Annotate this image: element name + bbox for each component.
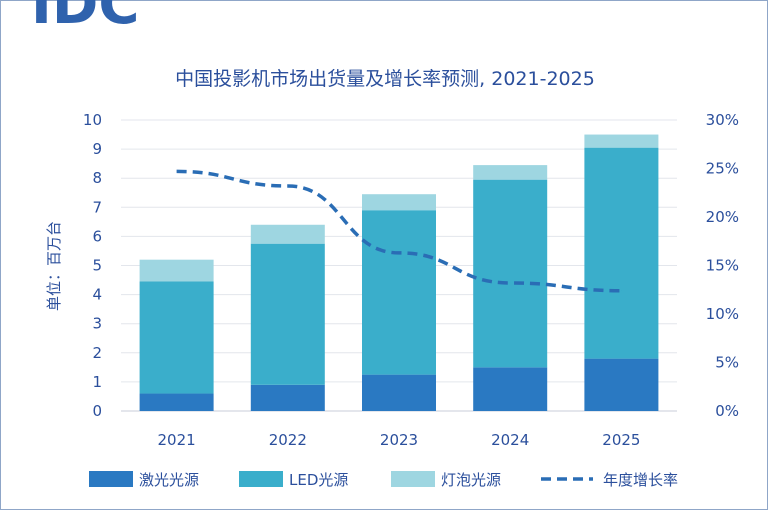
growth-line: [176, 169, 622, 293]
bar-segment-2: [250, 243, 325, 385]
right-tick-label: 0%: [715, 402, 739, 420]
bar-segment-3: [139, 259, 214, 282]
legend-swatch-1: [89, 471, 133, 487]
right-tick-label: 5%: [715, 354, 739, 372]
left-tick-label: 5: [92, 257, 102, 275]
bar-segment-2: [584, 147, 659, 359]
left-tick-label: 3: [92, 315, 102, 333]
logo-text: IDC: [31, 0, 139, 29]
growth-line-path: [176, 169, 622, 293]
left-tick-label: 1: [92, 373, 102, 391]
left-tick-label: 2: [92, 344, 102, 362]
left-tick-label: 6: [92, 227, 102, 245]
bar-segment-1: [362, 374, 436, 411]
bar-segment-1: [250, 384, 325, 411]
left-axis-ticks: 0 1 2 3 4 5 6 7 8 9 10: [83, 111, 102, 420]
bar-segment-2: [139, 281, 214, 394]
legend-label: 激光光源: [139, 471, 199, 489]
legend-swatch-3: [391, 471, 435, 487]
x-tick-label: 2021: [158, 431, 196, 449]
bar-segment-1: [139, 393, 214, 411]
bar-segment-1: [584, 358, 659, 411]
bar-segment-3: [473, 165, 548, 180]
bar-segment-2: [473, 179, 548, 368]
bar-segment-1: [473, 367, 548, 411]
x-tick-label: 2022: [269, 431, 307, 449]
right-tick-label: 10%: [706, 305, 739, 323]
x-tick-label: 2023: [380, 431, 418, 449]
bar-segment-3: [362, 194, 436, 211]
left-tick-label: 4: [92, 286, 102, 304]
x-tick-label: 2025: [602, 431, 640, 449]
right-axis-ticks: 0% 5% 10% 15% 20% 25% 30%: [706, 111, 739, 420]
right-tick-label: 25%: [706, 160, 739, 178]
right-tick-label: 15%: [706, 257, 739, 275]
left-tick-label: 10: [83, 111, 102, 129]
right-tick-label: 20%: [706, 208, 739, 226]
legend-label: 年度增长率: [603, 471, 678, 489]
left-tick-label: 8: [92, 169, 102, 187]
right-tick-label: 30%: [706, 111, 739, 129]
legend: 激光光源 LED光源 灯泡光源 年度增长率: [89, 471, 678, 489]
left-tick-label: 7: [92, 198, 102, 216]
y-axis-label: 单位：百万台: [45, 221, 63, 311]
bar-segment-3: [250, 224, 325, 244]
legend-label: 灯泡光源: [441, 471, 501, 489]
x-tick-label: 2024: [491, 431, 529, 449]
bar-segment-3: [584, 134, 659, 148]
bars: [139, 134, 659, 411]
idc-logo: IDC: [31, 0, 139, 29]
chart-title: 中国投影机市场出货量及增长率预测, 2021-2025: [175, 68, 595, 90]
left-tick-label: 0: [92, 402, 102, 420]
legend-swatch-2: [239, 471, 283, 487]
left-tick-label: 9: [92, 140, 102, 158]
legend-label: LED光源: [289, 471, 348, 489]
x-axis-ticks: 2021 2022 2023 2024 2025: [158, 431, 641, 449]
bar-segment-2: [362, 210, 436, 375]
